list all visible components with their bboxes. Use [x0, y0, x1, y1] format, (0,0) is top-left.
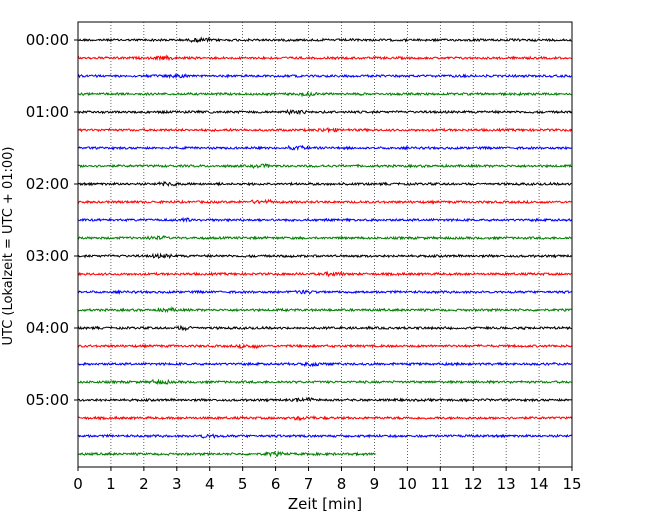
x-tick-label: 4 — [205, 475, 215, 493]
trace-00:45 — [77, 91, 572, 98]
trace-03:45 — [77, 306, 572, 314]
x-tick-label: 0 — [73, 475, 83, 493]
x-tick-label: 11 — [431, 475, 450, 493]
traces — [77, 36, 572, 458]
plot-frame — [77, 21, 573, 468]
trace-01:45 — [77, 163, 572, 169]
x-tick-label: 15 — [562, 475, 581, 493]
y-tick-label: 01:00 — [26, 103, 69, 121]
x-tick-label: 2 — [139, 475, 149, 493]
trace-04:45 — [77, 378, 572, 386]
trace-00:00 — [77, 36, 572, 44]
x-tick-label: 9 — [370, 475, 380, 493]
trace-05:30 — [77, 433, 572, 439]
x-tick-label: 8 — [337, 475, 347, 493]
x-axis-ticks: 0 1 2 3 4 5 6 7 8 9 10 11 12 13 14 15 — [73, 467, 582, 493]
trace-04:30 — [77, 361, 572, 368]
trace-05:45 — [77, 450, 376, 458]
y-tick-label: 04:00 — [26, 319, 69, 337]
x-tick-label: 3 — [172, 475, 182, 493]
trace-04:00 — [77, 324, 572, 332]
trace-02:00 — [77, 180, 572, 187]
trace-00:15 — [77, 54, 572, 62]
grid-lines — [110, 22, 540, 467]
trace-01:15 — [77, 126, 572, 134]
y-tick-label: 03:00 — [26, 247, 69, 265]
trace-02:30 — [77, 216, 572, 223]
trace-02:45 — [77, 235, 572, 241]
y-tick-label: 02:00 — [26, 175, 69, 193]
trace-01:00 — [77, 108, 572, 116]
x-tick-label: 5 — [238, 475, 248, 493]
trace-03:15 — [77, 270, 572, 278]
trace-03:30 — [77, 289, 572, 295]
trace-05:00 — [77, 396, 572, 403]
y-axis-label: UTC (Lokalzeit = UTC + 01:00) — [1, 147, 16, 346]
y-tick-label: 00:00 — [26, 31, 69, 49]
x-tick-label: 1 — [106, 475, 116, 493]
x-tick-label: 10 — [398, 475, 417, 493]
x-tick-label: 14 — [530, 475, 549, 493]
trace-01:30 — [77, 144, 572, 152]
trace-05:15 — [77, 415, 572, 422]
x-tick-label: 7 — [304, 475, 314, 493]
trace-03:00 — [77, 252, 572, 260]
trace-02:15 — [77, 198, 572, 205]
x-tick-label: 6 — [271, 475, 281, 493]
trace-04:15 — [77, 343, 572, 350]
trace-00:30 — [77, 73, 572, 80]
x-tick-label: 13 — [497, 475, 516, 493]
y-axis-ticks: 00:00 01:00 02:00 03:00 04:00 05:00 — [26, 31, 78, 409]
y-tick-label: 05:00 — [26, 391, 69, 409]
x-axis-label: Zeit [min] — [288, 495, 362, 513]
x-tick-label: 12 — [464, 475, 483, 493]
